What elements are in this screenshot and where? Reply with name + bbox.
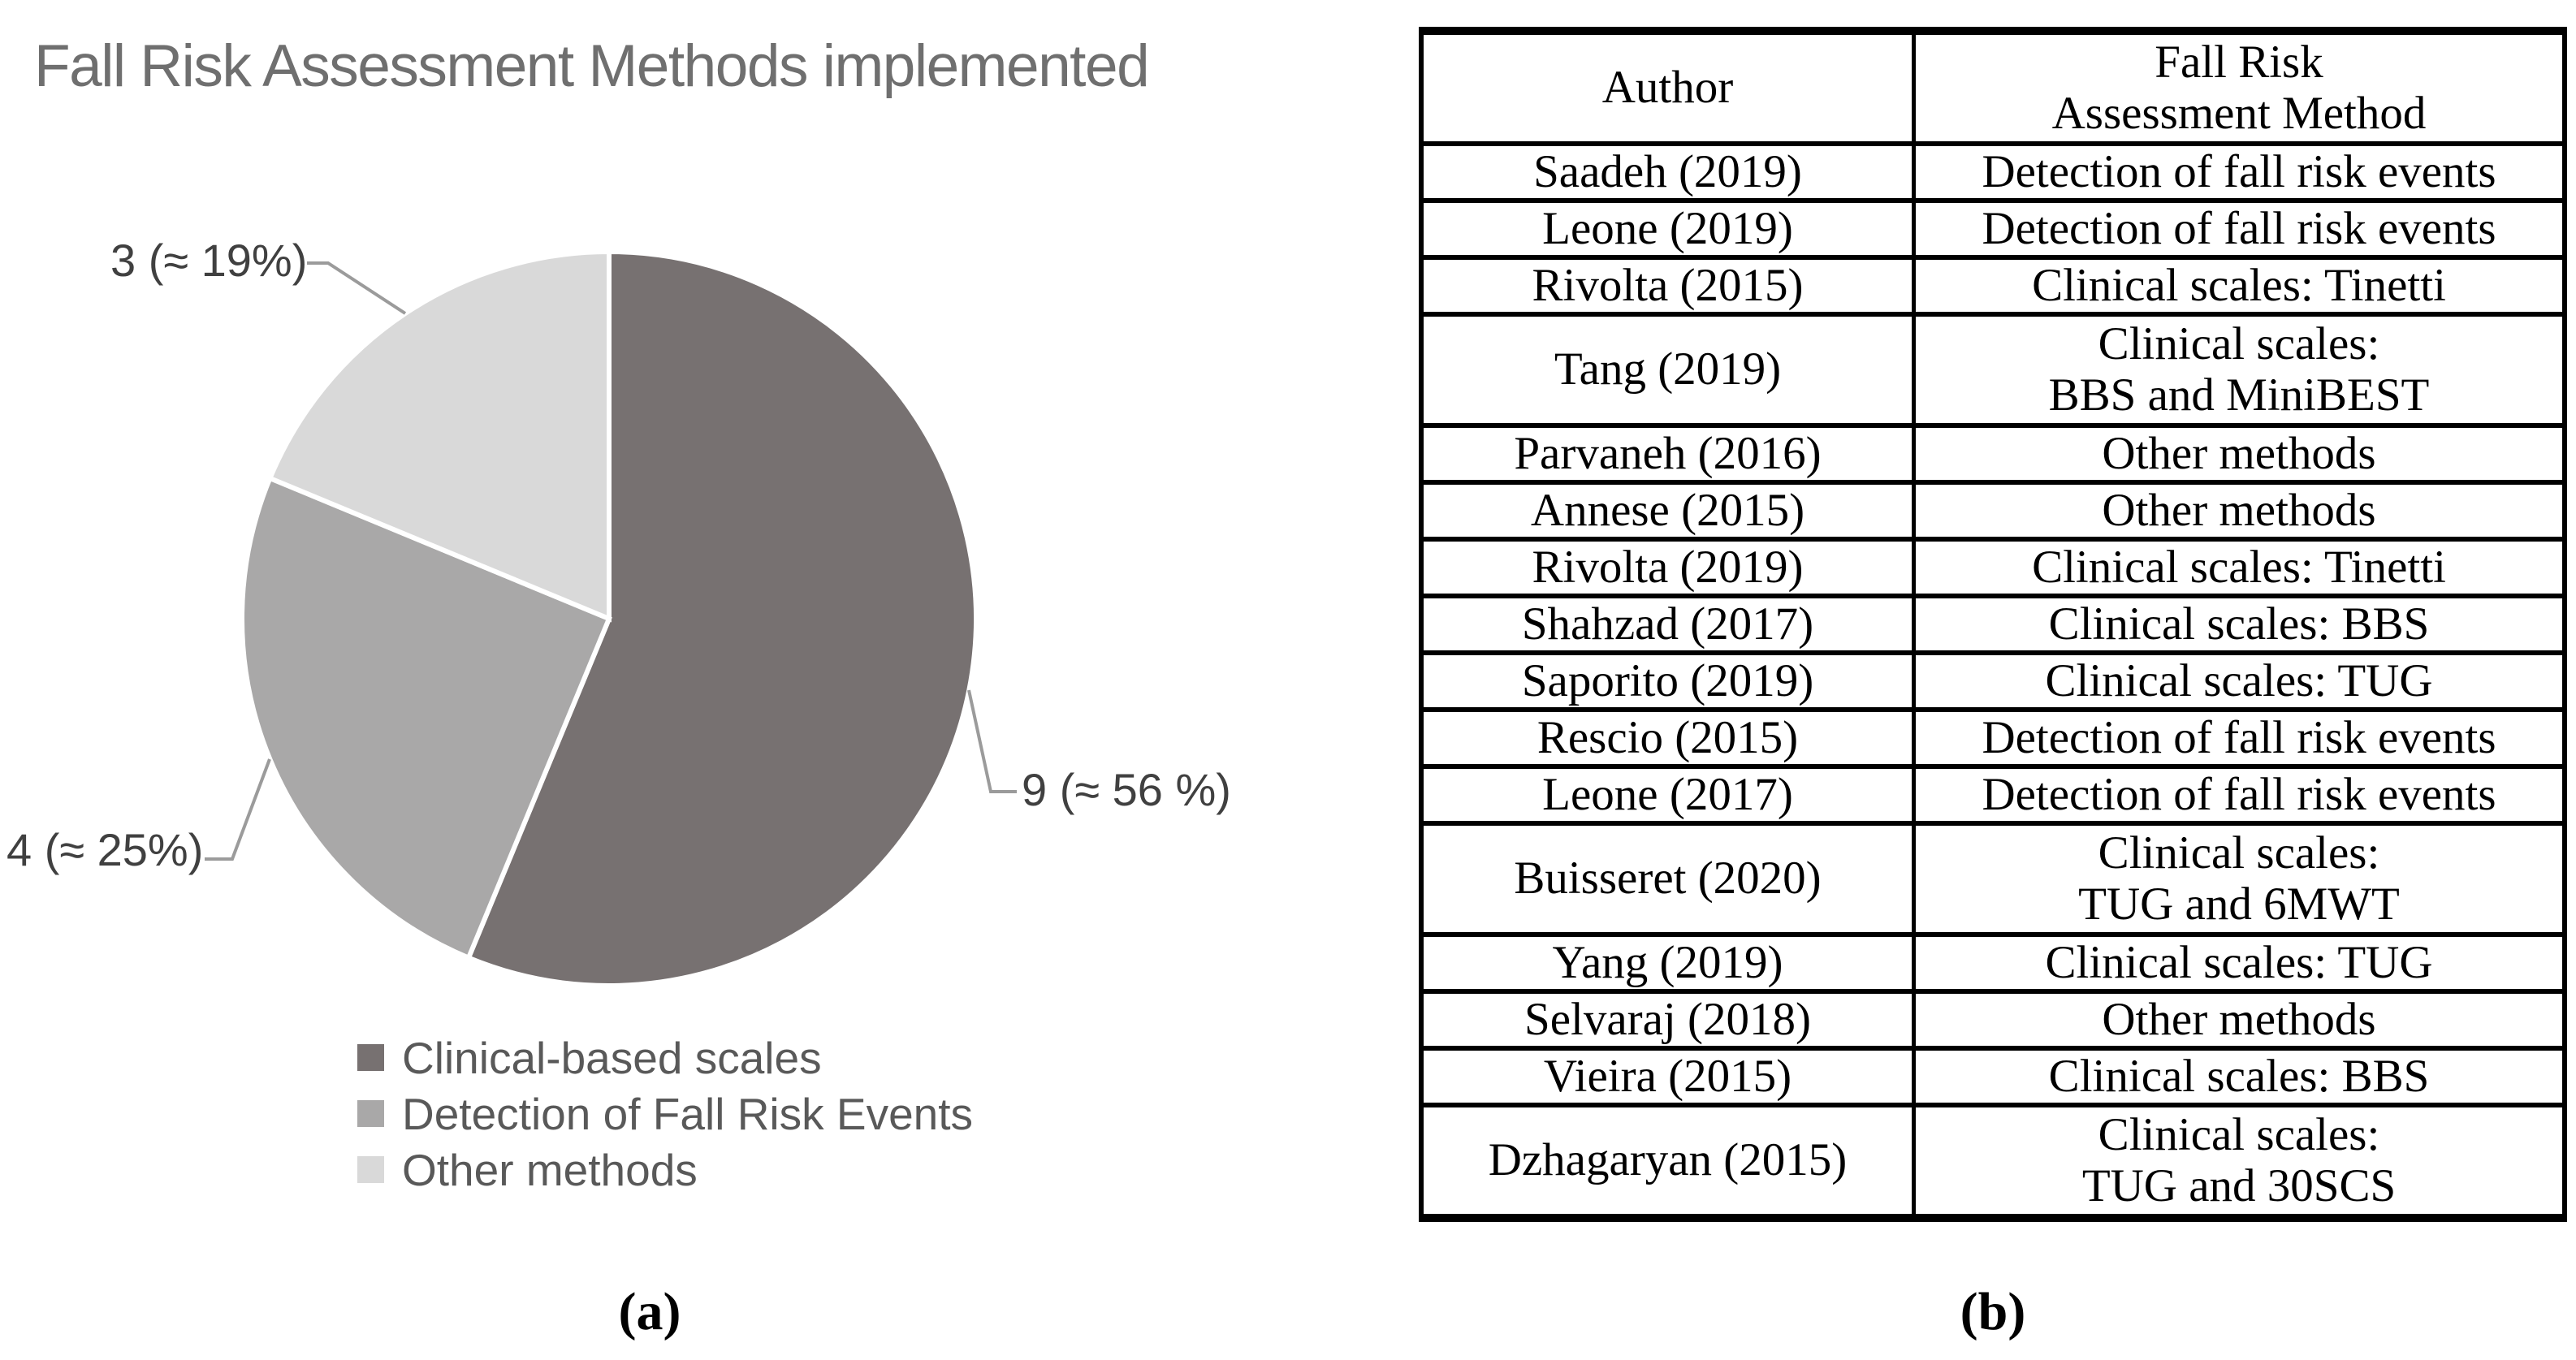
method-cell: Clinical scales: Tinetti bbox=[1912, 255, 2567, 317]
method-cell: Detection of fall risk events bbox=[1912, 198, 2567, 260]
pie-callout-19: 3 (≈ 19%) bbox=[110, 235, 308, 286]
author-cell: Leone (2019) bbox=[1419, 198, 1916, 260]
table-row: Yang (2019) Clinical scales: TUG bbox=[1419, 932, 2567, 994]
author-cell: Saadeh (2019) bbox=[1419, 141, 1916, 203]
author-cell: Vieira (2015) bbox=[1419, 1046, 1916, 1107]
header-method: Fall Risk Assessment Method bbox=[1912, 28, 2567, 146]
author-cell: Shahzad (2017) bbox=[1419, 594, 1916, 655]
pie-slice-other[interactable] bbox=[266, 248, 612, 623]
leader-line-25 bbox=[205, 758, 271, 861]
method-cell: Clinical scales: TUG bbox=[1912, 932, 2567, 994]
pie-slice-detection[interactable] bbox=[239, 475, 612, 961]
table-row: Saporito (2019) Clinical scales: TUG bbox=[1419, 650, 2567, 712]
author-cell: Parvaneh (2016) bbox=[1419, 423, 1916, 485]
table-row: Buisseret (2020) Clinical scales: TUG and… bbox=[1419, 821, 2567, 937]
method-cell: Clinical scales: Tinetti bbox=[1912, 537, 2567, 598]
panel-b-caption: (b) bbox=[1960, 1282, 2026, 1341]
author-cell: Leone (2017) bbox=[1419, 764, 1916, 826]
table-row: Selvaraj (2018) Other methods bbox=[1419, 989, 2567, 1051]
table-row: Parvaneh (2016) Other methods bbox=[1419, 423, 2567, 485]
author-cell: Buisseret (2020) bbox=[1419, 821, 1916, 937]
table-row: Rivolta (2015) Clinical scales: Tinetti bbox=[1419, 255, 2567, 317]
author-cell: Tang (2019) bbox=[1419, 312, 1916, 428]
table-row: Tang (2019) Clinical scales: BBS and Mini… bbox=[1419, 312, 2567, 428]
author-cell: Annese (2015) bbox=[1419, 480, 1916, 542]
method-cell: Detection of fall risk events bbox=[1912, 764, 2567, 826]
method-cell: Other methods bbox=[1912, 480, 2567, 542]
leader-line-56 bbox=[967, 689, 1017, 793]
leader-line-19 bbox=[307, 261, 407, 315]
header-method-line2: Assessment Method bbox=[2051, 87, 2427, 139]
method-cell: Detection of fall risk events bbox=[1912, 141, 2567, 203]
table-row: Leone (2017) Detection of fall risk even… bbox=[1419, 764, 2567, 826]
author-cell: Rivolta (2019) bbox=[1419, 537, 1916, 598]
table-row: Vieira (2015) Clinical scales: BBS bbox=[1419, 1046, 2567, 1107]
author-cell: Saporito (2019) bbox=[1419, 650, 1916, 712]
method-cell: Other methods bbox=[1912, 423, 2567, 485]
legend-label: Other methods bbox=[402, 1144, 698, 1195]
author-cell: Dzhagaryan (2015) bbox=[1419, 1103, 1916, 1220]
author-cell: Rescio (2015) bbox=[1419, 707, 1916, 769]
legend-item-clinical[interactable]: Clinical-based scales bbox=[357, 1030, 973, 1086]
method-cell: Clinical scales: TUG bbox=[1912, 650, 2567, 712]
table-row: Rivolta (2019) Clinical scales: Tinetti bbox=[1419, 537, 2567, 598]
legend-label: Clinical-based scales bbox=[402, 1032, 822, 1083]
chart-legend: Clinical-based scales Detection of Fall … bbox=[357, 1030, 973, 1198]
method-cell: Clinical scales: TUG and 30SCS bbox=[1912, 1103, 2567, 1220]
author-cell: Rivolta (2015) bbox=[1419, 255, 1916, 317]
methods-table-body: Author Fall Risk Assessment Method Saade… bbox=[1419, 28, 2567, 1220]
header-method-line1: Fall Risk bbox=[2155, 36, 2323, 88]
table-row: Saadeh (2019) Detection of fall risk eve… bbox=[1419, 141, 2567, 203]
pie-callout-56: 9 (≈ 56 %) bbox=[1022, 764, 1231, 815]
method-cell: Clinical scales: BBS bbox=[1912, 594, 2567, 655]
author-cell: Yang (2019) bbox=[1419, 932, 1916, 994]
method-cell: Clinical scales: BBS bbox=[1912, 1046, 2567, 1107]
method-cell: Clinical scales: BBS and MiniBEST bbox=[1912, 312, 2567, 428]
table-row: Annese (2015) Other methods bbox=[1419, 480, 2567, 542]
table-header-row: Author Fall Risk Assessment Method bbox=[1419, 28, 2567, 146]
chart-title: Fall Risk Assessment Methods implemented bbox=[34, 33, 1150, 99]
pie-callout-25: 4 (≈ 25%) bbox=[6, 824, 204, 875]
legend-swatch-clinical-icon bbox=[357, 1044, 384, 1071]
table-row: Shahzad (2017) Clinical scales: BBS bbox=[1419, 594, 2567, 655]
table-row: Rescio (2015) Detection of fall risk eve… bbox=[1419, 707, 2567, 769]
pie-chart bbox=[205, 248, 1017, 986]
legend-item-detection[interactable]: Detection of Fall Risk Events bbox=[357, 1086, 973, 1142]
legend-swatch-other-icon bbox=[357, 1156, 384, 1183]
panel-a-caption: (a) bbox=[618, 1282, 681, 1341]
legend-label: Detection of Fall Risk Events bbox=[402, 1088, 974, 1139]
author-cell: Selvaraj (2018) bbox=[1419, 989, 1916, 1051]
header-author: Author bbox=[1419, 28, 1916, 146]
method-cell: Clinical scales: TUG and 6MWT bbox=[1912, 821, 2567, 937]
legend-swatch-detection-icon bbox=[357, 1100, 384, 1127]
method-cell: Detection of fall risk events bbox=[1912, 707, 2567, 769]
method-cell: Other methods bbox=[1912, 989, 2567, 1051]
table-row: Leone (2019) Detection of fall risk even… bbox=[1419, 198, 2567, 260]
methods-table: Author Fall Risk Assessment Method Saade… bbox=[1419, 27, 2567, 1222]
table-row: Dzhagaryan (2015) Clinical scales: TUG an… bbox=[1419, 1103, 2567, 1220]
legend-item-other[interactable]: Other methods bbox=[357, 1142, 973, 1198]
